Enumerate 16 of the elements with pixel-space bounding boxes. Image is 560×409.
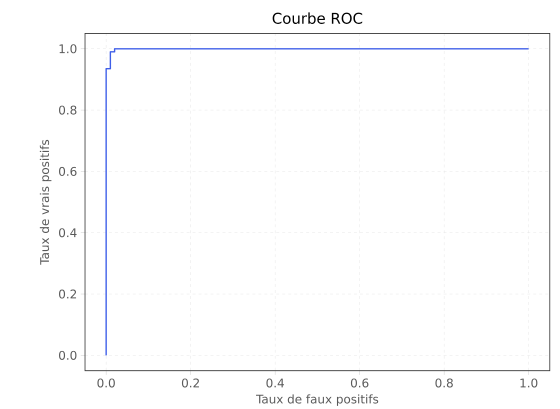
line-series [105, 48, 530, 356]
x-tick-label: 0.4 [266, 378, 284, 388]
x-tick-label: 0.0 [97, 378, 115, 388]
x-tick-label: 0.2 [182, 378, 199, 388]
y-tick-label: 0.2 [59, 290, 76, 299]
y-tick-label: 0.8 [59, 106, 76, 115]
y-tick-label: 0.6 [59, 166, 77, 176]
y-tick-label: 0.0 [59, 350, 76, 360]
y-tick-label: 1.0 [60, 44, 76, 54]
x-tick-label: 1.0 [520, 378, 538, 388]
y-tick-label: 0.4 [59, 228, 77, 238]
chart-title: Courbe ROC [272, 12, 362, 24]
x-tick-label: 0.6 [350, 378, 368, 388]
x-axis-title: Taux de faux positifs [256, 394, 378, 406]
x-tick-label: 0.8 [435, 378, 453, 388]
y-axis-title: Taux de vrais positifs [40, 140, 52, 265]
